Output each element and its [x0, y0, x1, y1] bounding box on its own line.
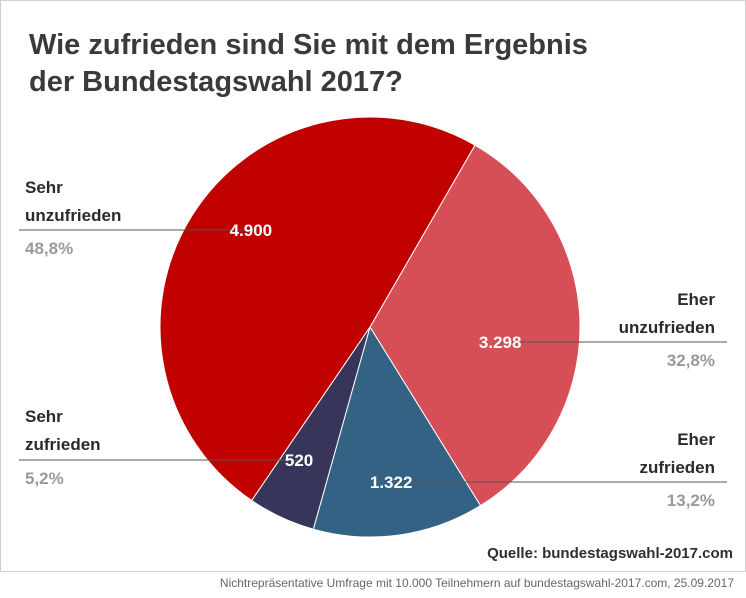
slice-percent-sehr-zufrieden: 5,2% — [25, 469, 64, 488]
slice-percent-sehr-unzufrieden: 48,8% — [25, 239, 73, 258]
slice-value-sehr-unzufrieden: 4.900 — [230, 221, 273, 240]
pie-chart: 3.298 Eher unzufrieden 32,8% 1.322 Eher zufrie… — [19, 116, 727, 538]
slice-value-eher-unzufrieden: 3.298 — [479, 333, 522, 352]
chart-title-line-1: Wie zufrieden sind Sie mit dem Ergebnis — [29, 29, 588, 61]
leader-lines — [19, 229, 727, 483]
slice-label-eher-unzufrieden-line-1: Eher — [677, 290, 715, 309]
slice-label-sehr-zufrieden-line-2: zufrieden — [25, 435, 101, 454]
chart-frame: Wie zufrieden sind Sie mit dem Ergebnis … — [0, 0, 746, 572]
slice-label-eher-unzufrieden-line-2: unzufrieden — [619, 318, 715, 337]
pie-slice-sehr-unzufrieden — [159, 116, 476, 502]
pie-slice-eher-zufrieden — [312, 325, 482, 538]
slice-value-sehr-zufrieden: 520 — [285, 451, 313, 470]
slice-label-sehr-unzufrieden-line-2: unzufrieden — [25, 206, 121, 225]
slice-labels: 3.298 Eher unzufrieden 32,8% 1.322 Eher zufrie… — [25, 178, 715, 510]
slice-percent-eher-unzufrieden: 32,8% — [667, 351, 715, 370]
pie-slices — [159, 116, 581, 538]
slice-percent-eher-zufrieden: 13,2% — [667, 491, 715, 510]
slice-label-eher-zufrieden-line-1: Eher — [677, 430, 715, 449]
slice-label-eher-zufrieden-line-2: zufrieden — [639, 458, 715, 477]
chart-title-line-2: der Bundestagswahl 2017? — [29, 66, 403, 98]
slice-label-sehr-zufrieden-line-1: Sehr — [25, 407, 63, 426]
source-note: Quelle: bundestagswahl-2017.com — [487, 545, 733, 562]
footnote: Nichtrepräsentative Umfrage mit 10.000 T… — [219, 576, 734, 590]
slice-label-sehr-unzufrieden-line-1: Sehr — [25, 178, 63, 197]
chart-title: Wie zufrieden sind Sie mit dem Ergebnis … — [29, 27, 588, 101]
slice-value-eher-zufrieden: 1.322 — [370, 473, 413, 492]
pie-slice-eher-unzufrieden — [369, 144, 581, 507]
